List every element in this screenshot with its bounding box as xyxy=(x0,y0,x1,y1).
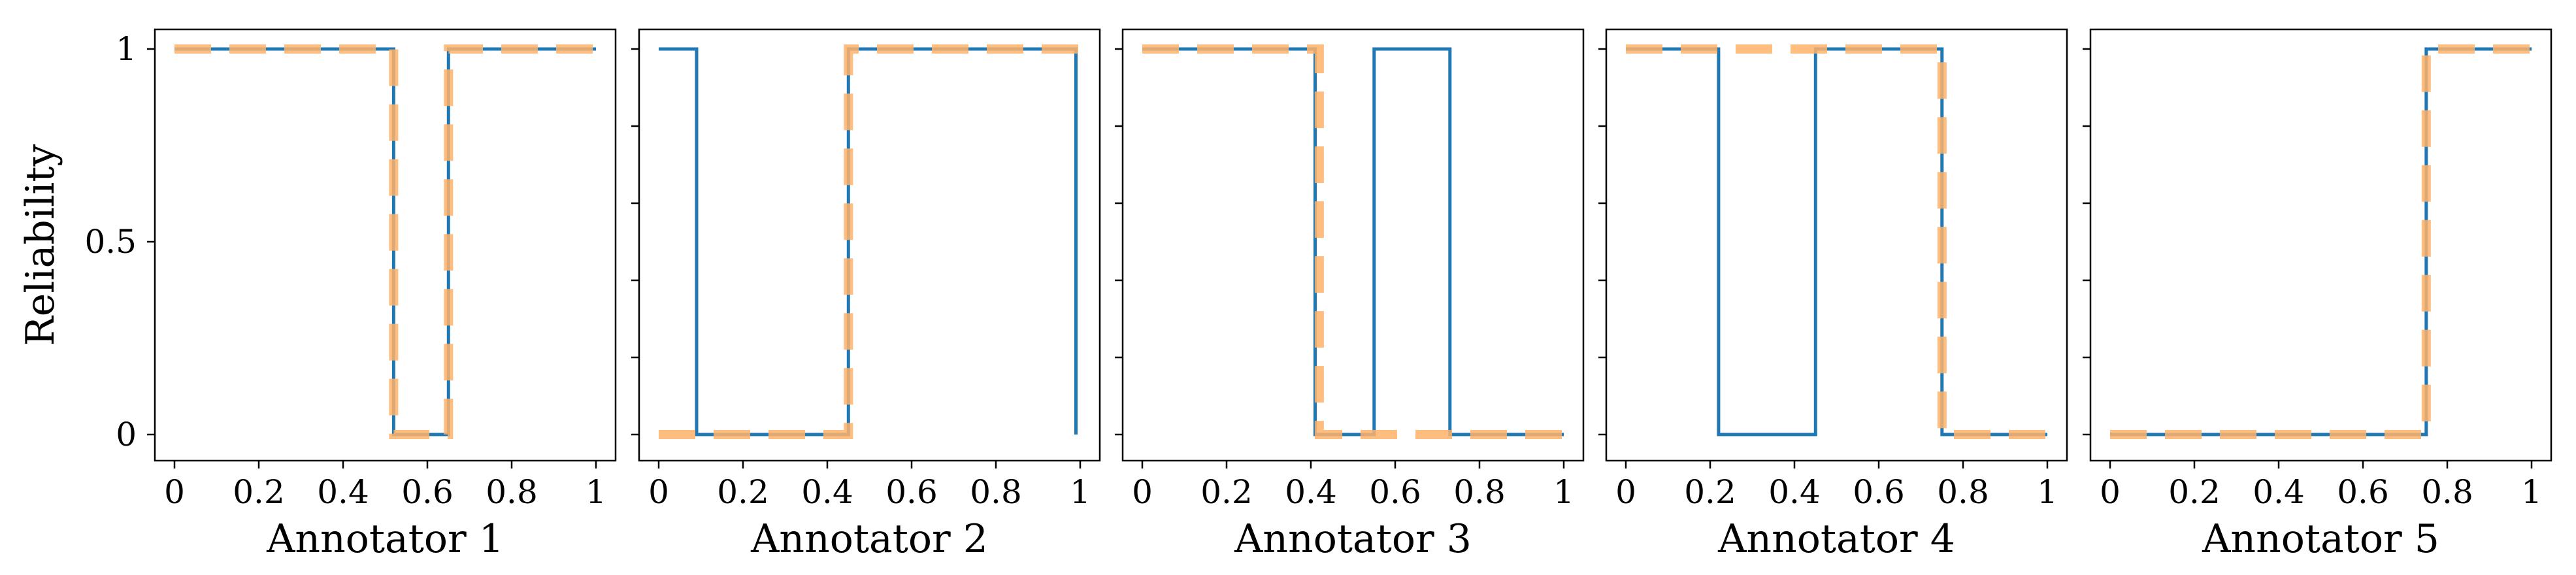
x-tick-label: 1 xyxy=(1070,473,1091,511)
x-tick-label: 1 xyxy=(586,473,606,511)
series-line-dashed xyxy=(1142,44,1564,439)
series-line-dashed xyxy=(2110,44,2532,439)
x-tick-label: 0 xyxy=(164,473,185,511)
x-tick-label: 1 xyxy=(1553,473,1574,511)
series-line-solid xyxy=(1142,47,1564,436)
panel-annotator-2: 0 0.2 0.4 0.6 0.8 1 Annotator 2 xyxy=(631,28,1101,562)
series-line-dashed xyxy=(1626,44,2047,439)
series-line-dashed xyxy=(659,44,1080,439)
series-line-solid xyxy=(1626,47,2047,436)
x-tick-label: 0.6 xyxy=(885,473,938,511)
plot-frame xyxy=(2089,28,2552,462)
x-axis-label: Annotator 4 xyxy=(1717,516,1955,562)
x-tick-label: 0.8 xyxy=(486,473,538,511)
series-line-dashed xyxy=(174,44,596,439)
plot-frame xyxy=(154,28,617,462)
x-tick-label: 0.4 xyxy=(1768,473,1821,511)
plot-frame xyxy=(1605,28,2068,462)
panel-annotator-4: 0 0.2 0.4 0.6 0.8 1 Annotator 4 xyxy=(1598,28,2068,562)
panel-annotator-1: 0 0.2 0.4 0.6 0.8 1 0 0.5 1 Annotator 1 Reliabilit… xyxy=(18,28,617,562)
x-tick-label: 0 xyxy=(648,473,669,511)
x-tick-label: 0.2 xyxy=(233,473,285,511)
x-tick-label: 0.6 xyxy=(1853,473,1905,511)
x-tick-label: 0.8 xyxy=(2421,473,2473,511)
series-line-solid xyxy=(2110,47,2532,436)
x-tick-label: 1 xyxy=(2037,473,2058,511)
panel-annotator-3: 0 0.2 0.4 0.6 0.8 1 Annotator 3 xyxy=(1115,28,1585,562)
x-tick-label: 0.8 xyxy=(1937,473,1989,511)
x-axis-label: Annotator 1 xyxy=(266,516,504,562)
y-axis-label: Reliability xyxy=(18,144,63,346)
x-tick-label: 0.8 xyxy=(1453,473,1506,511)
x-tick-label: 0 xyxy=(1615,473,1636,511)
x-axis-label: Annotator 3 xyxy=(1234,516,1472,562)
series-line-solid xyxy=(174,47,596,436)
x-tick-label: 0.4 xyxy=(1285,473,1337,511)
y-tick-label: 1 xyxy=(116,30,137,68)
y-tick-label: 0 xyxy=(116,416,137,453)
x-tick-label: 0.2 xyxy=(717,473,769,511)
x-tick-label: 0.6 xyxy=(2337,473,2389,511)
x-tick-label: 0 xyxy=(2100,473,2121,511)
x-tick-label: 0.8 xyxy=(970,473,1022,511)
x-tick-label: 1 xyxy=(2521,473,2542,511)
x-tick-label: 0.4 xyxy=(317,473,369,511)
panel-annotator-5: 0 0.2 0.4 0.6 0.8 1 Annotator 5 xyxy=(2083,28,2552,562)
x-tick-label: 0 xyxy=(1132,473,1153,511)
series-line-solid xyxy=(659,47,1078,436)
y-tick-label: 0.5 xyxy=(84,223,137,261)
x-tick-label: 0.2 xyxy=(1684,473,1736,511)
x-tick-label: 0.6 xyxy=(1369,473,1421,511)
plot-frame xyxy=(638,28,1101,462)
x-tick-label: 0.4 xyxy=(801,473,853,511)
x-tick-label: 0.2 xyxy=(2168,473,2221,511)
x-axis-label: Annotator 5 xyxy=(2202,516,2439,562)
x-tick-label: 0.6 xyxy=(401,473,454,511)
plot-frame xyxy=(1121,28,1585,462)
x-tick-label: 0.4 xyxy=(2253,473,2305,511)
x-axis-label: Annotator 2 xyxy=(750,516,988,562)
x-tick-label: 0.2 xyxy=(1200,473,1253,511)
